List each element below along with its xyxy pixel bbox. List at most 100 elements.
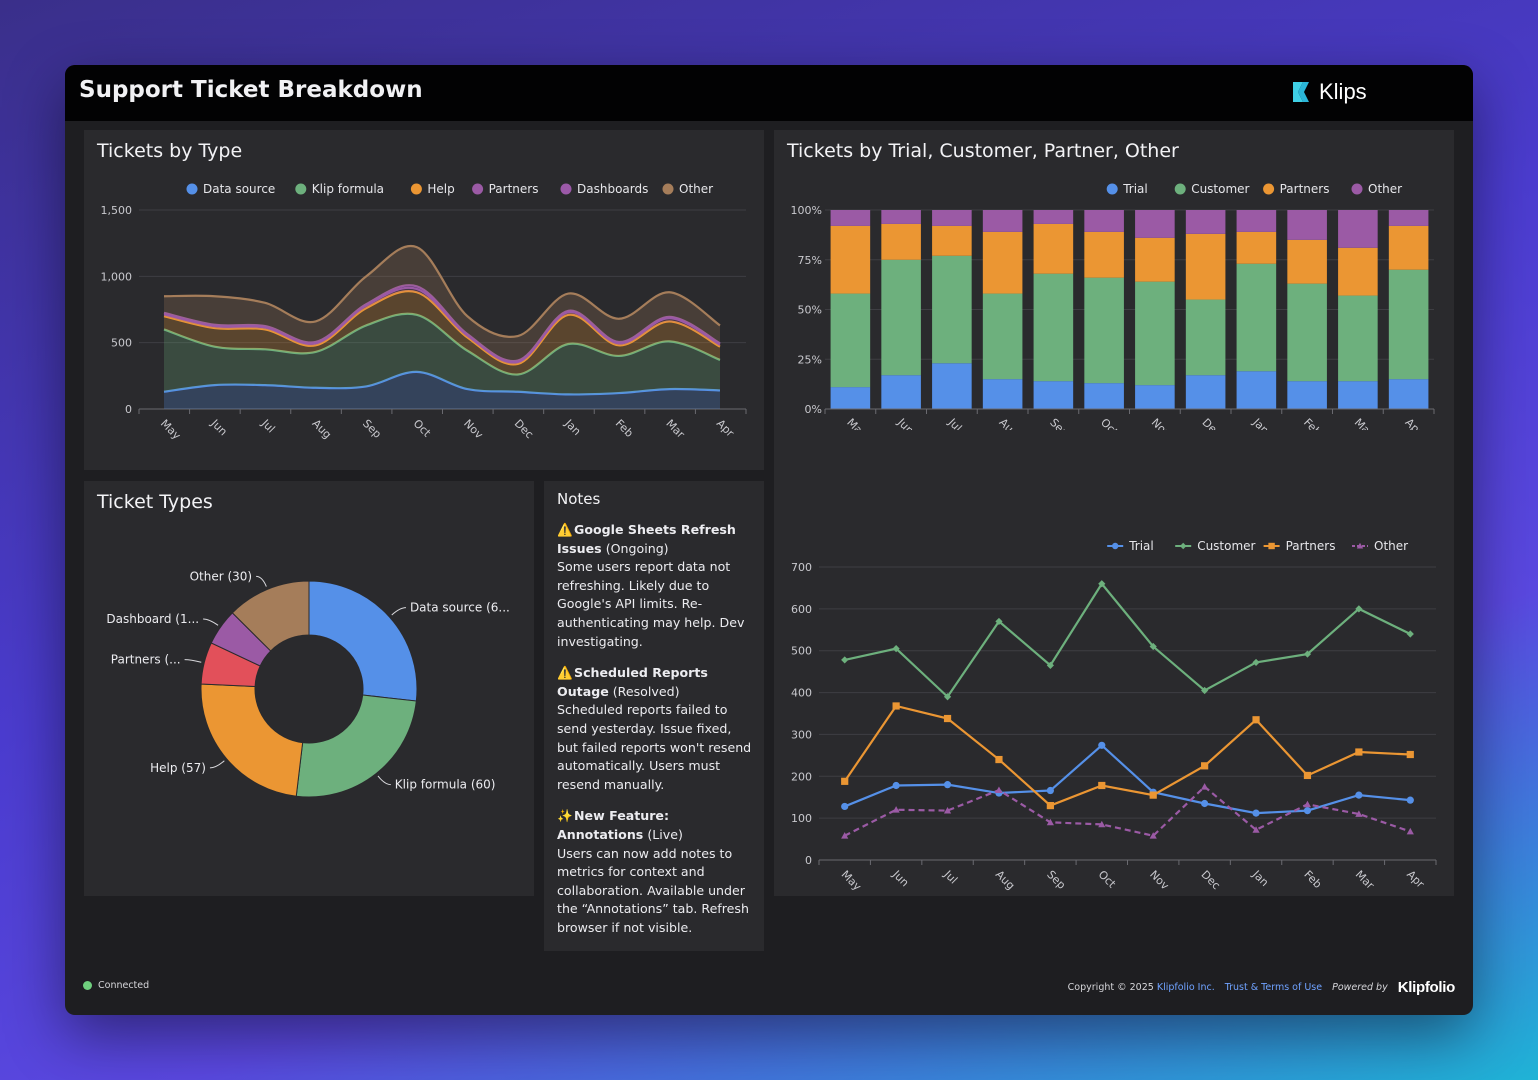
legend-dot [560,183,572,195]
triangle-marker [1355,810,1363,817]
powered-by-text: Powered by [1332,982,1388,993]
panel-title: Ticket Types [97,491,213,513]
area-line [163,284,721,363]
footer-links: Copyright © 2025 Klipfolio Inc. Trust & … [1067,979,1456,996]
legend-item: Trial [1106,182,1148,196]
square-marker [1046,801,1054,810]
note-item: ⚠️Google Sheets Refresh Issues (Ongoing)… [557,521,753,651]
circle-marker [1201,799,1209,808]
x-tick-label: Jun [208,416,230,438]
donut-slice [200,683,304,797]
legend-label: Partners [1280,182,1330,196]
legend-item: Other [1352,539,1408,553]
x-tick-label: Jan [1250,415,1272,430]
legend-dot [472,183,484,195]
series-line [844,743,1411,815]
bar-segment [1185,375,1226,409]
x-tick-label: Oct [1098,416,1121,430]
label-connector [209,760,225,769]
triangle-marker [1098,820,1106,828]
bar-segment [1135,281,1175,386]
bar-segment [932,363,972,409]
donut-slice [231,580,310,652]
sparkles-icon: ✨ [557,808,573,824]
bar-segment [1338,247,1378,296]
klipfolio-logo[interactable]: Klipfolio [1397,979,1456,996]
triangle-marker [1149,832,1157,839]
legend-label: Help [427,182,454,196]
label-connector [377,775,391,786]
legend-item: Other [662,182,713,196]
y-tick-label: 0 [805,854,812,867]
triangle-marker [943,807,952,814]
area-line [163,290,721,366]
y-tick-label: 0% [805,403,822,416]
legend-item: Customer [1175,539,1256,553]
x-tick-label: Jun [889,867,911,889]
area-line [163,286,721,364]
bar-segment [881,375,921,409]
triangle-marker [1201,783,1209,790]
bar-segment [881,223,921,260]
notes-panel: Notes ⚠️Google Sheets Refresh Issues (On… [544,481,764,951]
circle-marker [1406,796,1414,804]
triangle-marker [1303,800,1312,808]
bar-segment [1287,210,1327,240]
bar-segment [1388,225,1429,270]
klips-logo[interactable]: Klips [1291,78,1367,106]
x-tick-label: Jun [894,415,916,430]
series-line [844,581,1411,699]
x-tick-label: Feb [1301,868,1324,891]
copyright-text: Copyright © 2025 [1067,982,1154,993]
bar-segment [1388,210,1429,226]
square-marker [1201,762,1209,770]
diamond-marker [1406,630,1414,638]
square-marker [892,702,900,710]
bar-segment [1388,379,1429,409]
note-heading: Google Sheets Refresh Issues [557,522,736,556]
warning-icon: ⚠️ [557,665,573,681]
note-heading: Scheduled Reports Outage [557,665,708,699]
bar-segment [982,379,1023,409]
square-marker [995,755,1003,764]
legend-item: Dashboards [560,182,648,196]
legend-dot [410,183,422,195]
bar-segment [1388,269,1429,380]
company-link[interactable]: Klipfolio Inc. [1156,982,1215,993]
legend-item: Partners [1263,182,1329,196]
bar-segment [1236,371,1277,409]
legend-item: Other [1351,182,1402,196]
bar-segment [1084,231,1124,278]
x-tick-label: Dec [512,417,536,441]
legend-label: Customer [1191,182,1249,196]
tickets-by-segment-panel: Tickets by Trial, Customer, Partner, Oth… [774,130,1454,896]
klips-logo-icon [1293,82,1309,102]
y-tick-label: 500 [791,645,812,658]
ticket-types-donut-chart: Data source (6... Klip formula (60) Help (… [106,569,510,798]
x-tick-label: Aug [993,868,1017,892]
y-tick-label: 75% [798,254,822,267]
bar-segment [1287,239,1327,284]
bar-segment [982,210,1023,232]
legend-label: Other [1368,182,1402,196]
x-tick-label: Apr [1403,416,1426,430]
terms-link[interactable]: Trust & Terms of Use [1224,982,1323,993]
triangle-marker [1406,827,1414,835]
dashboard-frame: Support Ticket Breakdown Klips Tickets b… [65,65,1473,1015]
legend-label: Other [679,182,713,196]
status-text: Connected [98,980,150,991]
legend-item: Trial [1107,539,1154,553]
x-tick-label: Mar [1353,868,1377,892]
legend-item: Partners [472,182,538,196]
bar-segment [1084,210,1124,232]
slice-label: Partners (... [111,653,181,667]
bar-segment [1033,223,1074,274]
bar-segment [1185,233,1226,300]
x-tick-label: Jul [945,415,964,430]
y-tick-label: 100% [791,204,822,217]
legend-dot [662,183,674,195]
legend-dot [1351,183,1363,195]
x-tick-label: Sep [1044,868,1068,892]
bar-segment [1084,277,1124,384]
label-connector [184,659,202,663]
